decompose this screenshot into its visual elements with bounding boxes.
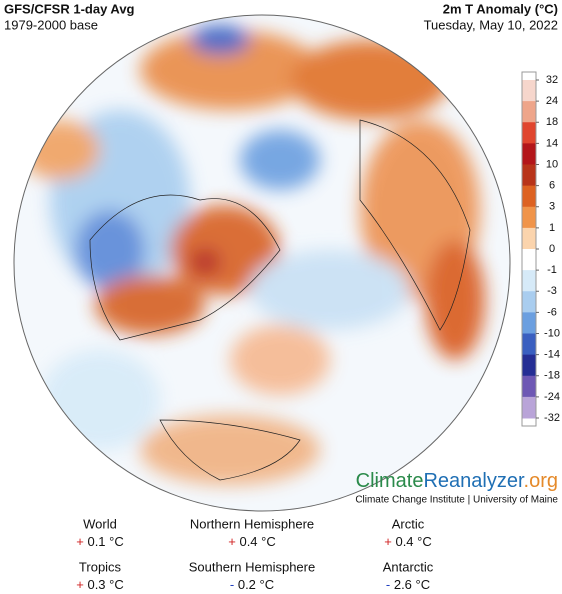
colorbar-label: -6 <box>547 306 557 318</box>
stat-number: 0.2 °C <box>238 577 274 592</box>
colorbar-label: 3 <box>549 201 555 213</box>
stat-label: Tropics <box>79 559 122 574</box>
colorbar-label: 1 <box>549 222 555 234</box>
variable: 2m T Anomaly (°C) <box>443 1 558 16</box>
stat-value: + 0.4 °C <box>228 534 276 549</box>
stat-number: 0.1 °C <box>87 534 123 549</box>
subtitle: 1979-2000 base <box>4 17 98 32</box>
date: Tuesday, May 10, 2022 <box>424 17 558 32</box>
stat-number: 0.4 °C <box>395 534 431 549</box>
colorbar-segment <box>522 249 536 271</box>
colorbar-segment <box>522 164 536 187</box>
colorbar-segment <box>522 354 536 377</box>
stat-sign: + <box>228 534 236 549</box>
stat-sign: + <box>384 534 392 549</box>
colorbar-label: 14 <box>546 137 558 149</box>
stat-number: 0.3 °C <box>87 577 123 592</box>
stats: World + 0.1 °C Northern Hemisphere + 0.4 °C… <box>76 516 434 592</box>
stat-label: World <box>83 516 117 531</box>
colorbar-label: -10 <box>544 327 560 339</box>
colorbar-label: 18 <box>546 116 558 128</box>
colorbar-segment <box>522 122 536 144</box>
stat-label: Southern Hemisphere <box>189 559 315 574</box>
colorbar-segment <box>522 101 536 123</box>
stat-label: Northern Hemisphere <box>190 516 314 531</box>
colorbar-segment <box>522 80 536 102</box>
colorbar-label: -18 <box>544 370 560 382</box>
colorbar-label: -32 <box>544 412 560 424</box>
stat-value: + 0.1 °C <box>76 534 124 549</box>
stat-sign: + <box>76 577 84 592</box>
colorbar-segment <box>522 312 536 334</box>
stat-label: Arctic <box>392 516 425 531</box>
colorbar-segment <box>522 291 536 313</box>
stat-sign: - <box>230 577 234 592</box>
colorbar-label: -24 <box>544 391 560 403</box>
stat-value: + 0.4 °C <box>384 534 432 549</box>
logo-part: .org <box>524 470 558 492</box>
colorbar-label: -3 <box>547 285 557 297</box>
colorbar-segment <box>522 227 536 250</box>
logo-part: Climate <box>356 470 424 492</box>
stat-value: - 0.2 °C <box>230 577 274 592</box>
stat-number: 2.6 °C <box>394 577 430 592</box>
colorbar-label: 32 <box>546 74 558 86</box>
stat-sign: - <box>386 577 390 592</box>
colorbar-segment <box>522 185 536 208</box>
colorbar-segment <box>522 206 536 229</box>
stat-sign: + <box>76 534 84 549</box>
colorbar-label: 24 <box>546 95 558 107</box>
logo: ClimateReanalyzer.org <box>356 470 558 492</box>
colorbar-segment <box>522 333 536 356</box>
colorbar-label: 0 <box>549 243 555 255</box>
logo-part: Reanalyzer <box>423 470 525 492</box>
globe-outline <box>13 14 511 512</box>
colorbar-label: 6 <box>549 180 555 192</box>
colorbar-label: 10 <box>546 158 558 170</box>
colorbar-segment <box>522 396 536 419</box>
stat-label: Antarctic <box>383 559 434 574</box>
colorbar-segment <box>522 270 536 292</box>
logo-credit: Climate Change Institute | University of… <box>355 495 558 506</box>
stat-value: + 0.3 °C <box>76 577 124 592</box>
globe-map <box>14 15 510 511</box>
colorbar-label: -14 <box>544 349 560 361</box>
colorbar-segment <box>522 143 536 165</box>
colorbar-segment <box>522 375 536 398</box>
stat-value: - 2.6 °C <box>386 577 430 592</box>
colorbar-label: -1 <box>547 264 557 276</box>
stat-number: 0.4 °C <box>239 534 275 549</box>
title: GFS/CFSR 1-day Avg <box>4 1 135 16</box>
